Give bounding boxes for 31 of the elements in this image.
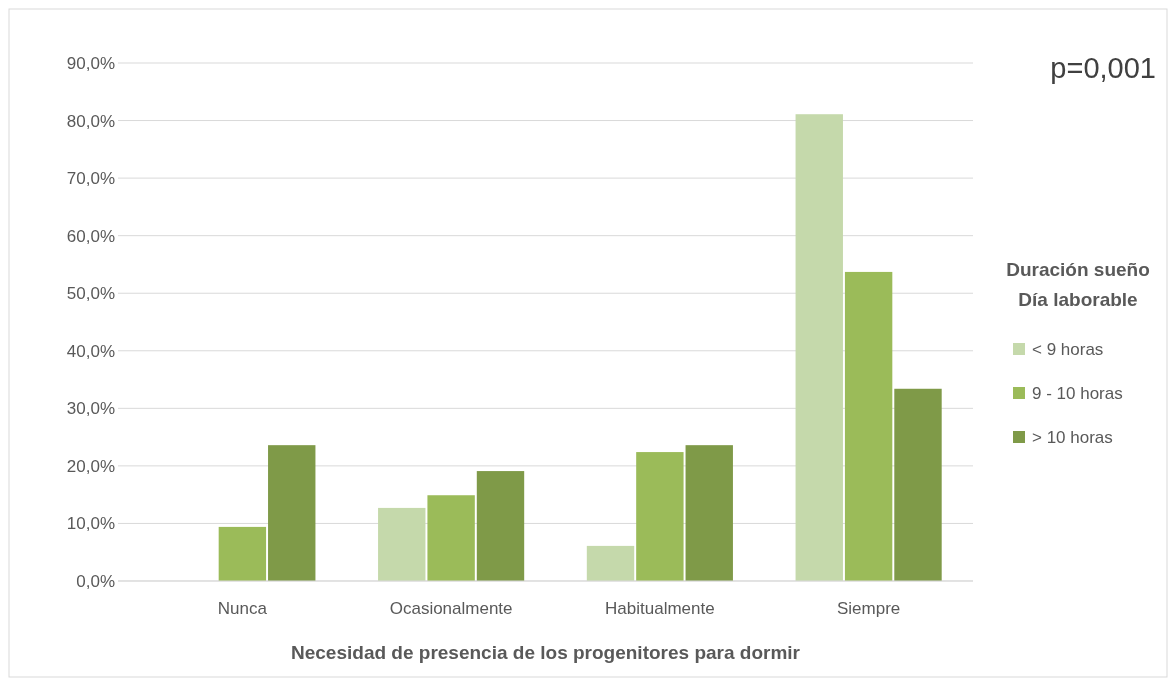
- bar: [636, 452, 684, 581]
- text: p=0,001: [1050, 52, 1156, 84]
- bar: [378, 507, 426, 581]
- y-tick-label: 20,0%: [66, 456, 115, 476]
- bar: [586, 545, 635, 581]
- y-tick-label: 30,0%: [66, 399, 115, 419]
- legend-label: 9 - 10 horas: [1032, 383, 1123, 403]
- y-tick-label: 70,0%: [66, 169, 115, 189]
- y-tick-label: 90,0%: [66, 53, 115, 73]
- y-tick-label: 50,0%: [66, 284, 115, 304]
- bar: [894, 388, 942, 581]
- y-tick-label: 60,0%: [66, 226, 115, 246]
- bar: [844, 271, 893, 581]
- y-tick-label: 40,0%: [66, 341, 115, 361]
- y-tick-label: 10,0%: [66, 514, 115, 534]
- bar: [268, 445, 316, 581]
- y-tick-label: 0,0%: [76, 571, 115, 591]
- legend-label: < 9 horas: [1032, 339, 1104, 359]
- bar: [218, 526, 267, 581]
- bar: [685, 445, 733, 581]
- legend-label: > 10 horas: [1032, 427, 1113, 447]
- bar: [427, 495, 475, 581]
- legend-title: Duración sueño Día laborable: [1006, 259, 1150, 310]
- x-tick-label: Nunca: [217, 599, 268, 618]
- bar: [795, 114, 843, 581]
- x-tick-label: Ocasionalmente: [389, 599, 513, 618]
- x-tick-label: Siempre: [836, 599, 901, 618]
- x-axis-title: Necesidad de presencia de los progenitores para dormir: [291, 642, 801, 663]
- bar: [476, 471, 525, 581]
- x-tick-label: Habitualmente: [605, 599, 715, 618]
- y-tick-label: 80,0%: [66, 111, 115, 131]
